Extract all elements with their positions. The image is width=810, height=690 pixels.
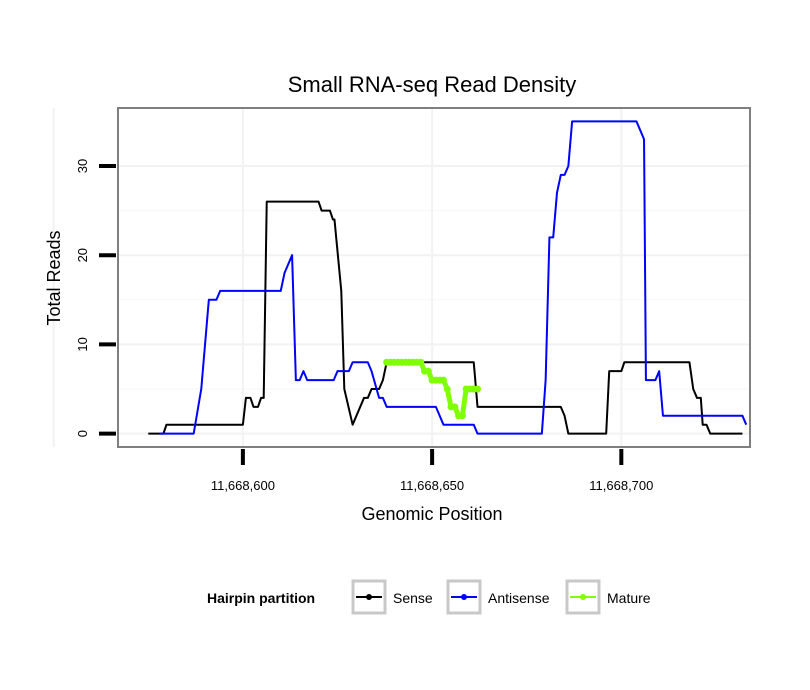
data-point-mature — [458, 412, 466, 420]
series-line-antisense — [159, 120, 748, 435]
legend-label-antisense: Antisense — [488, 590, 550, 606]
x-tick-label: 11,668,700 — [589, 478, 653, 493]
legend-item-mature: Mature — [565, 579, 651, 615]
legend: Hairpin partition Sense Antisense Mature — [207, 579, 651, 615]
legend-title: Hairpin partition — [207, 590, 315, 606]
legend-item-sense: Sense — [351, 579, 433, 615]
y-tick-label: 30 — [75, 159, 90, 173]
legend-label-sense: Sense — [393, 590, 433, 606]
data-point-mature — [424, 367, 432, 375]
x-axis-title: Genomic Position — [361, 504, 502, 524]
grid-lines — [52, 108, 750, 447]
plot-border — [117, 107, 751, 448]
legend-dot-antisense — [461, 594, 467, 600]
y-tick-label: 20 — [75, 248, 90, 262]
series-line-sense — [148, 200, 743, 435]
data-point-mature — [439, 376, 447, 384]
x-tick-label: 11,668,650 — [400, 478, 464, 493]
series-layer — [148, 120, 748, 435]
legend-item-antisense: Antisense — [446, 579, 550, 615]
data-point-mature — [443, 385, 451, 393]
legend-dot-sense — [366, 594, 372, 600]
legend-dot-mature — [580, 594, 586, 600]
x-axis: 11,668,600 11,668,650 11,668,700 — [211, 449, 653, 493]
y-tick-label: 10 — [75, 337, 90, 351]
data-point-mature — [474, 385, 482, 393]
legend-label-mature: Mature — [607, 590, 651, 606]
y-axis: 0 10 20 30 — [75, 159, 116, 437]
data-point-mature — [451, 403, 459, 411]
x-tick-label: 11,668,600 — [211, 478, 275, 493]
chart-title: Small RNA-seq Read Density — [288, 72, 577, 97]
y-tick-label: 0 — [75, 430, 90, 437]
data-point-mature — [417, 358, 425, 366]
y-axis-title: Total Reads — [44, 230, 64, 325]
plot-panel — [117, 107, 751, 448]
